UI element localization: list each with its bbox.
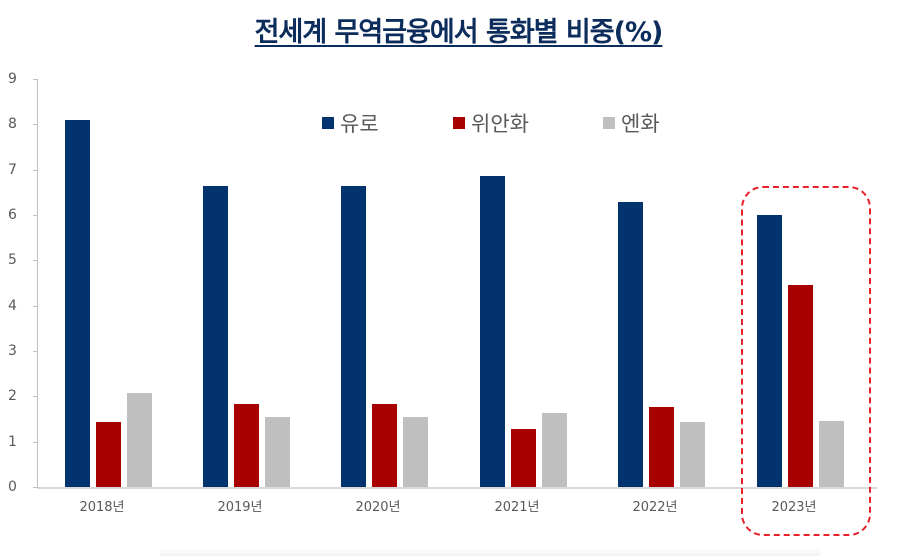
x-tick-label: 2022년	[632, 500, 678, 515]
legend-swatch-yen	[603, 117, 615, 129]
x-tick-label: 2023년	[771, 500, 817, 515]
x-tick-label: 2021년	[494, 500, 540, 515]
legend-item-yuan: 위안화	[453, 108, 529, 138]
bar-euro-2020	[341, 186, 366, 487]
y-tick	[33, 79, 38, 81]
x-tick-label: 2018년	[79, 500, 125, 515]
bar-euro-2019	[203, 186, 228, 487]
y-tick-label: 3	[8, 343, 17, 359]
bar-euro-2021	[480, 175, 505, 487]
chart-title: 전세계 무역금융에서 통화별 비중(%)	[254, 17, 664, 48]
highlight-2023-box	[741, 186, 871, 536]
y-tick-label: 5	[8, 252, 17, 269]
bar-yen-2021	[542, 413, 567, 487]
y-tick	[33, 441, 38, 443]
y-tick-label: 2	[8, 388, 17, 405]
y-axis	[37, 79, 38, 488]
y-tick-label: 9	[8, 71, 17, 88]
bottom-shadow	[160, 548, 820, 556]
bar-yen-2023	[819, 420, 844, 487]
y-tick-label: 0	[8, 479, 17, 495]
bar-yen-2018	[127, 393, 152, 487]
bar-yen-2020	[403, 416, 428, 487]
y-tick	[33, 351, 38, 352]
x-tick-label: 2020년	[355, 500, 401, 515]
legend-swatch-yuan	[453, 117, 465, 129]
y-tick	[33, 396, 38, 398]
y-tick	[33, 260, 38, 262]
y-tick	[33, 305, 38, 307]
bar-yen-2022	[680, 422, 705, 487]
y-tick	[33, 124, 38, 126]
legend-item-euro: 유로	[322, 108, 379, 138]
bar-yen-2019	[265, 416, 290, 487]
bar-euro-2018	[65, 119, 90, 487]
y-tick	[33, 487, 38, 488]
y-tick-label: 4	[8, 297, 17, 314]
y-tick-label: 6	[8, 207, 17, 224]
y-tick	[33, 169, 38, 171]
x-tick-label: 2019년	[217, 500, 263, 515]
bar-euro-2023	[757, 215, 782, 487]
legend-item-yen: 엔화	[603, 108, 660, 138]
bar-yuan-2020	[372, 404, 397, 487]
bar-yuan-2018	[96, 422, 121, 487]
y-tick-label: 7	[8, 161, 17, 178]
x-axis	[37, 487, 877, 489]
y-tick	[33, 215, 38, 217]
bar-yuan-2022	[649, 406, 674, 487]
bar-yuan-2023	[788, 284, 813, 487]
legend-swatch-euro	[322, 117, 334, 129]
y-tick-label: 1	[8, 433, 17, 450]
bar-yuan-2019	[234, 404, 259, 487]
y-tick-label: 8	[8, 116, 17, 133]
bar-euro-2022	[618, 201, 643, 487]
bar-yuan-2021	[511, 428, 536, 487]
